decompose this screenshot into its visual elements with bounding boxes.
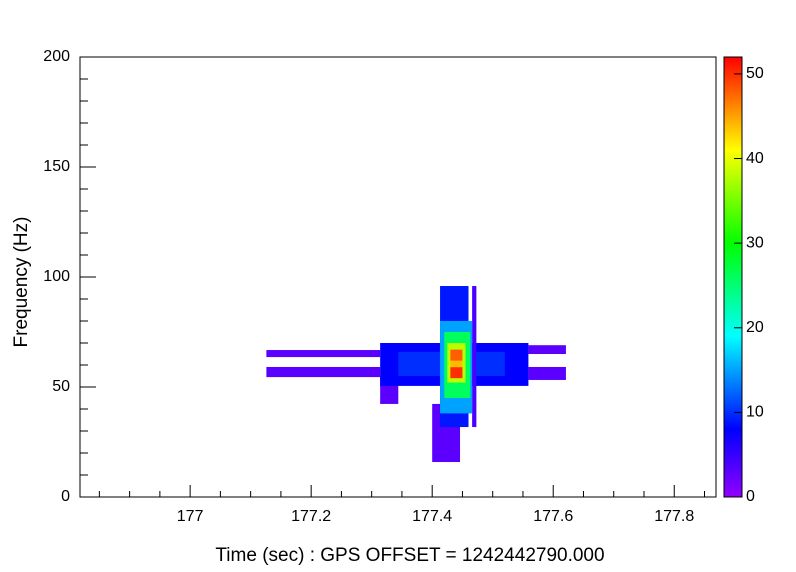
y-tick-label: 150 bbox=[43, 158, 70, 175]
y-tick-label: 0 bbox=[61, 488, 70, 505]
heatmap-cell bbox=[450, 367, 463, 379]
colorbar-tick-label: 20 bbox=[746, 319, 764, 336]
x-tick-label: 177 bbox=[177, 508, 204, 525]
color-bar bbox=[723, 56, 743, 498]
colorbar-tick-label: 50 bbox=[746, 65, 764, 82]
x-tick-label: 177.8 bbox=[654, 508, 694, 525]
colorbar-tick-label: 0 bbox=[746, 488, 755, 505]
x-tick-label: 177.2 bbox=[291, 508, 331, 525]
y-tick-label: 50 bbox=[52, 378, 70, 395]
x-axis-title: Time (sec) : GPS OFFSET = 1242442790.000 bbox=[215, 545, 604, 566]
x-tick-label: 177.4 bbox=[412, 508, 452, 525]
colorbar-tick-label: 30 bbox=[746, 234, 764, 251]
heatmap-cell bbox=[450, 360, 463, 368]
heatmap-cell bbox=[266, 350, 381, 358]
heatmap-cell bbox=[266, 366, 381, 378]
colorbar-tick-label: 40 bbox=[746, 150, 764, 167]
heatmap-cell bbox=[450, 349, 463, 361]
colorbar-tick-label: 10 bbox=[746, 404, 764, 421]
heatmap-cell bbox=[528, 366, 566, 380]
heatmap-cell bbox=[528, 345, 566, 354]
heatmap-cell bbox=[472, 286, 477, 428]
x-tick-label: 177.6 bbox=[533, 508, 573, 525]
y-tick-label: 100 bbox=[43, 268, 70, 285]
y-tick-label: 200 bbox=[43, 48, 70, 65]
y-axis-title: Frequency (Hz) bbox=[11, 217, 32, 348]
